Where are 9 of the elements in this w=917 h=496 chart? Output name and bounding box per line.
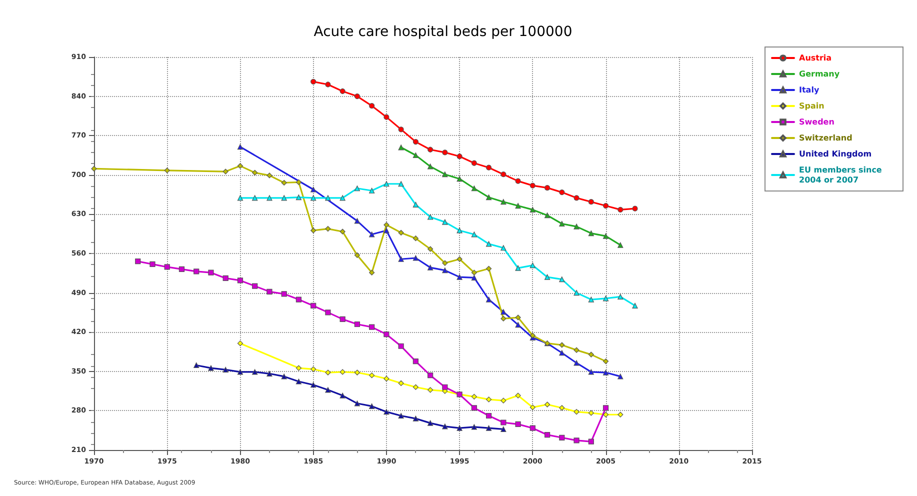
legend-label: Switzerland [799, 134, 853, 142]
legend-label: United Kingdom [799, 150, 872, 158]
chart-title: Acute care hospital beds per 100000 [314, 24, 572, 40]
legend-label: Sweden [799, 118, 835, 126]
legend-label: EU members since 2004 or 2007 [799, 166, 885, 184]
legend-label: Italy [799, 86, 820, 94]
legend-label: Spain [799, 102, 825, 110]
legend-label: Austria [799, 54, 832, 62]
legend-label: Germany [799, 70, 840, 78]
